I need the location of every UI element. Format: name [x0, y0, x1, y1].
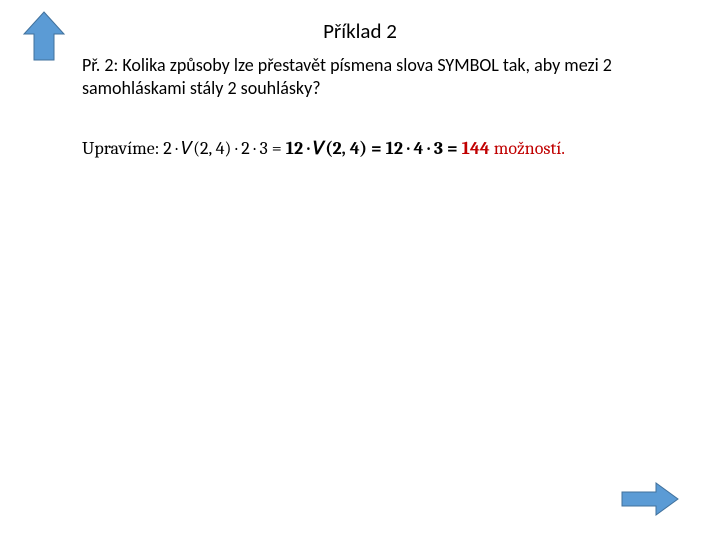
eq-result-word: možností. [494, 138, 565, 159]
eq-bold1: 12 · [286, 138, 314, 159]
eq-part2: · 2 · 3 = [235, 138, 285, 159]
eq-v1-func: 𝑉 [182, 138, 194, 159]
eq-prefix: Upravíme: [82, 138, 163, 159]
eq-v2-func: 𝑉 [314, 138, 326, 159]
equation-line: Upravíme: 2 · 𝑉(2, 4) · 2 · 3 = 12 · 𝑉(2… [82, 138, 565, 159]
eq-part1: 2 · [163, 138, 181, 159]
eq-result-num: 144 [462, 138, 494, 159]
problem-statement: Př. 2: Kolika způsoby lze přestavět písm… [82, 54, 652, 99]
eq-v2-args: (2, 4) [325, 138, 367, 159]
eq-v1-args: (2, 4) [193, 138, 235, 159]
right-arrow-icon[interactable] [620, 481, 680, 522]
eq-bold2: = 12 · 4 · 3 = [367, 138, 462, 159]
page-title: Příklad 2 [0, 18, 720, 44]
